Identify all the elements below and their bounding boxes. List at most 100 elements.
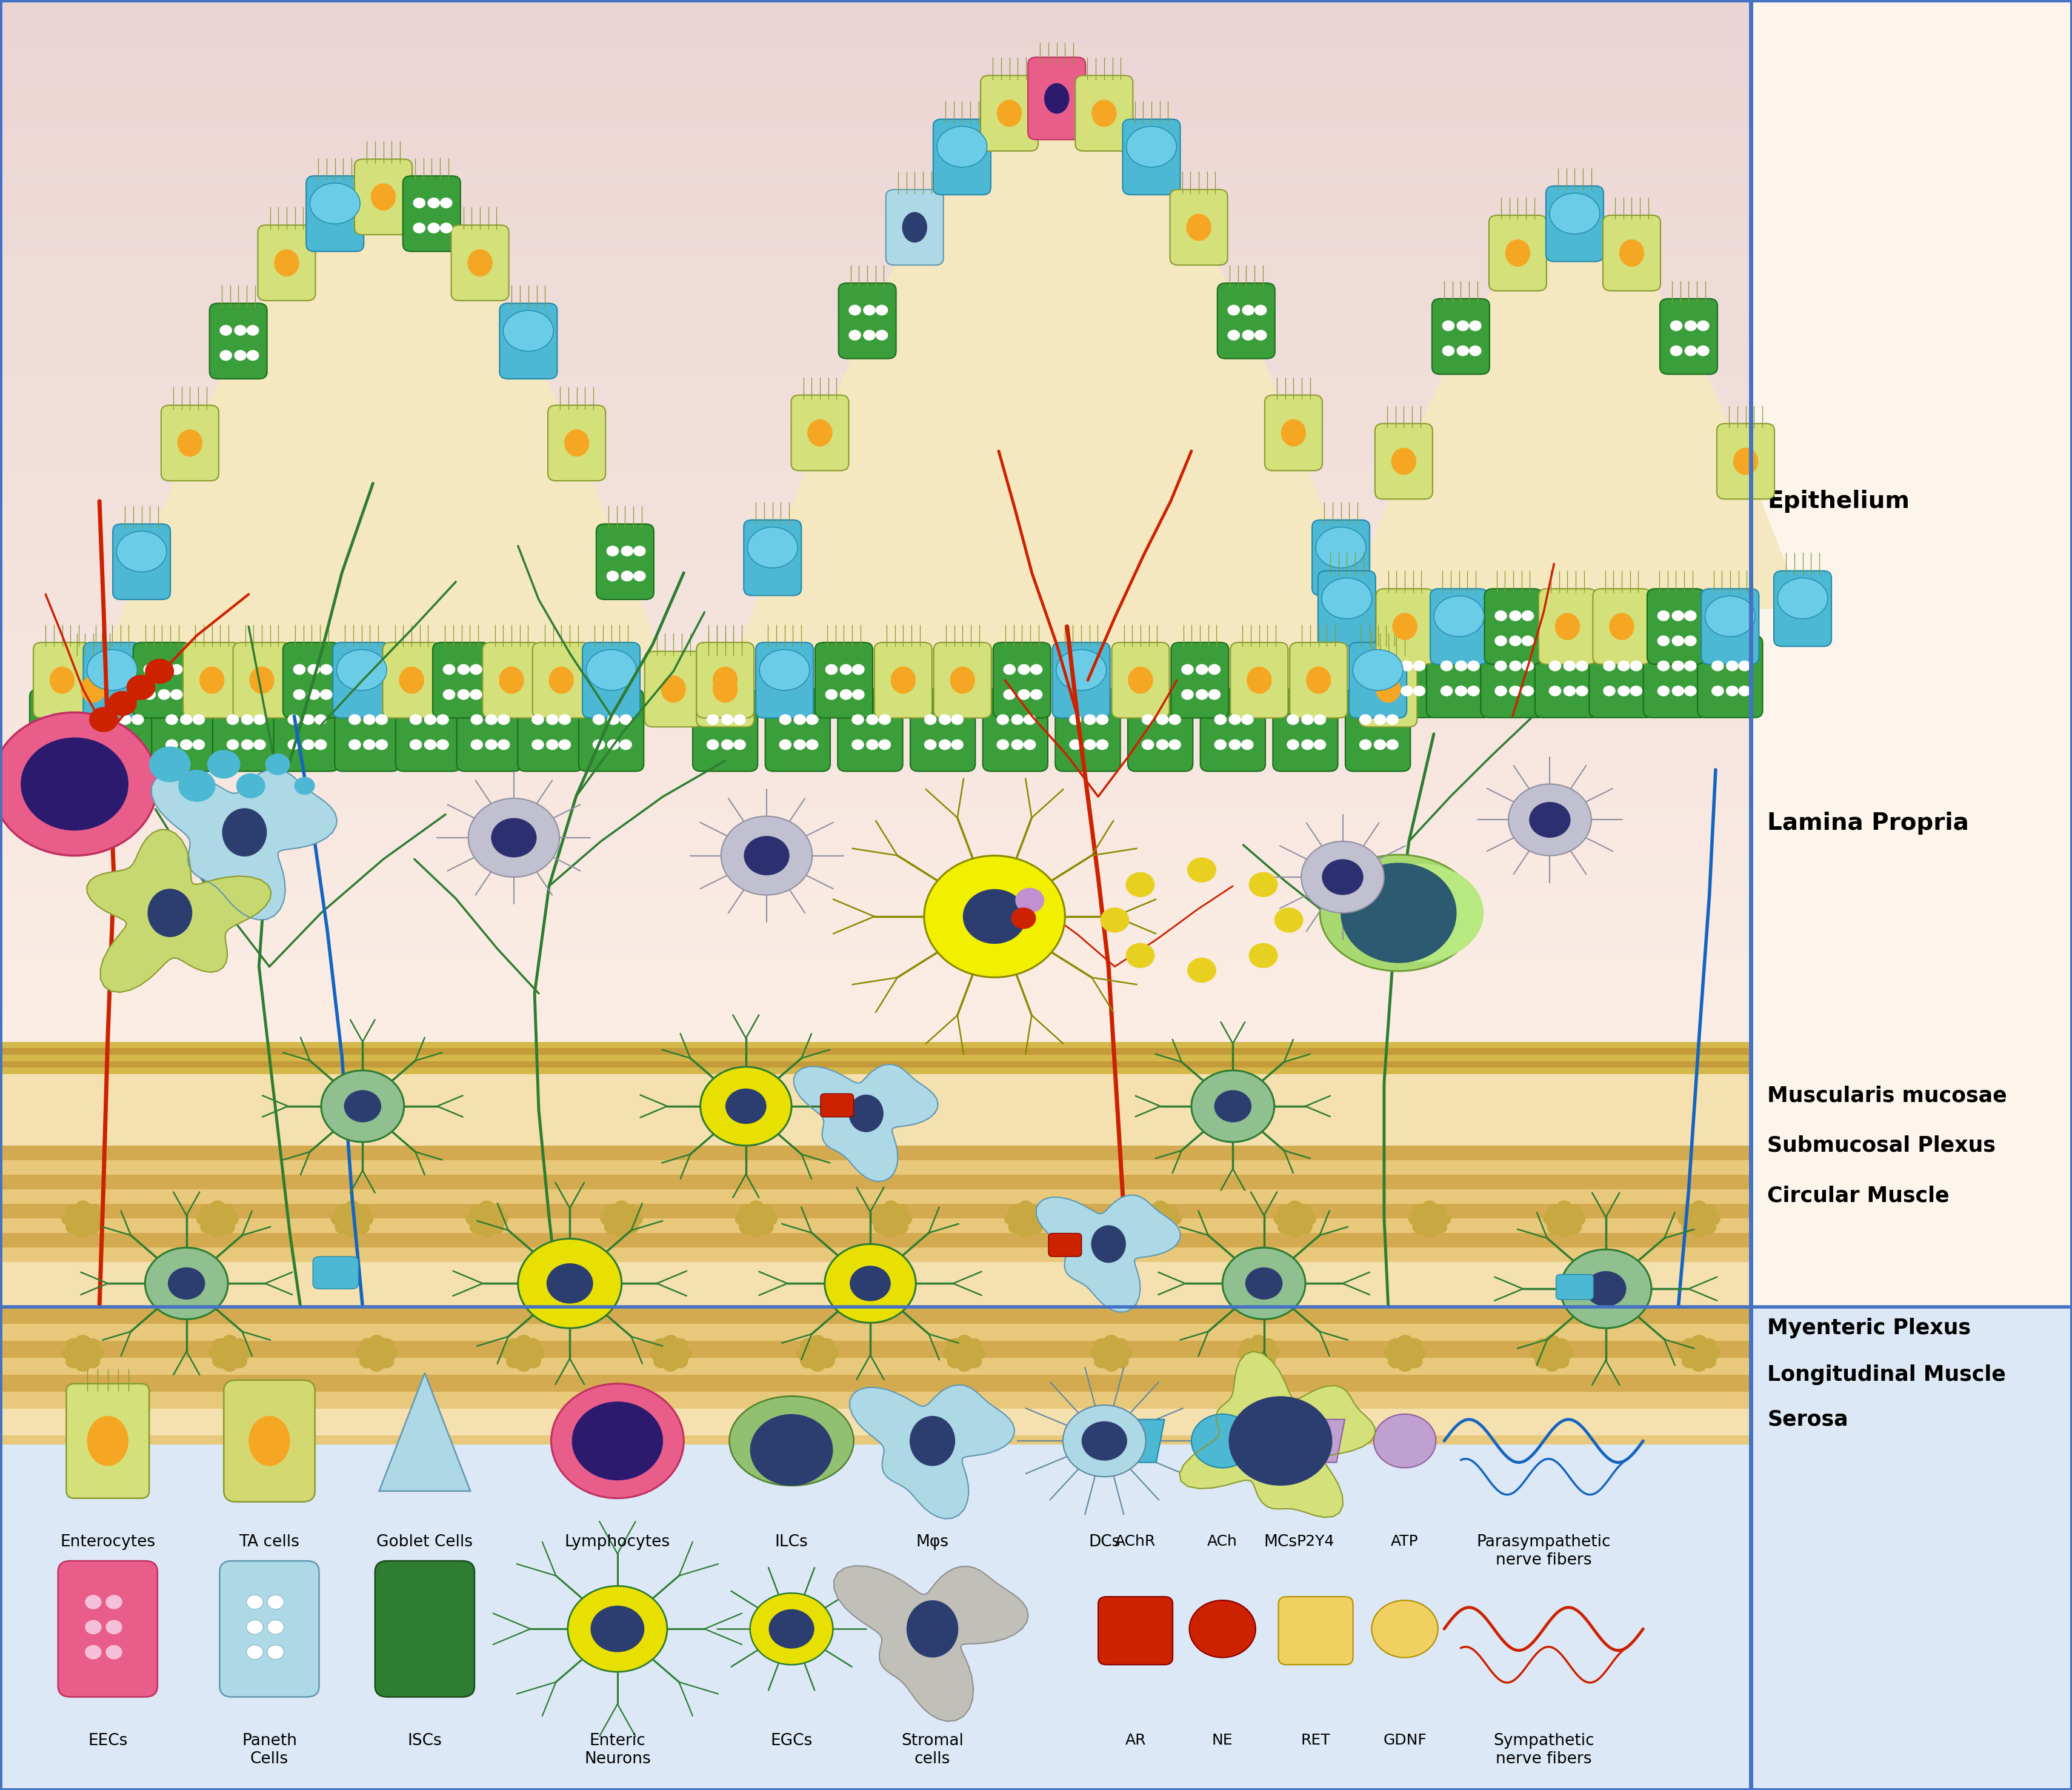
Circle shape: [1017, 1201, 1034, 1214]
Circle shape: [157, 664, 170, 675]
Text: Circular Muscle: Circular Muscle: [1767, 1185, 1950, 1206]
Circle shape: [1711, 686, 1724, 696]
Circle shape: [547, 1264, 593, 1303]
Circle shape: [224, 1212, 238, 1226]
Ellipse shape: [1390, 448, 1417, 474]
Ellipse shape: [503, 310, 553, 351]
Ellipse shape: [468, 249, 493, 276]
Circle shape: [363, 714, 375, 725]
Circle shape: [591, 1606, 644, 1652]
Bar: [0, 1436, 1751, 1445]
Circle shape: [528, 1346, 545, 1360]
Bar: [0, 947, 1751, 954]
Bar: [0, 718, 1751, 725]
Circle shape: [1658, 661, 1670, 671]
Bar: [0, 1248, 1751, 1262]
Circle shape: [1440, 686, 1452, 696]
Bar: [0, 836, 1751, 843]
Bar: [0, 915, 1751, 922]
Circle shape: [1063, 1405, 1146, 1477]
Circle shape: [1508, 661, 1521, 671]
Bar: [0, 569, 1751, 575]
Circle shape: [1544, 1335, 1560, 1348]
Circle shape: [470, 739, 483, 750]
Circle shape: [1144, 1205, 1158, 1217]
FancyBboxPatch shape: [29, 689, 95, 771]
Circle shape: [516, 1359, 533, 1371]
Bar: [0, 163, 1751, 170]
Circle shape: [1187, 958, 1216, 983]
Text: ACh: ACh: [1208, 1534, 1237, 1548]
Bar: [0, 1072, 1751, 1078]
Ellipse shape: [50, 666, 75, 695]
Text: RET: RET: [1301, 1733, 1330, 1747]
Ellipse shape: [760, 650, 810, 691]
Circle shape: [75, 1224, 91, 1237]
Bar: [0, 229, 1751, 234]
Circle shape: [769, 1609, 814, 1649]
Circle shape: [75, 1359, 91, 1371]
Circle shape: [818, 1355, 835, 1368]
Circle shape: [470, 1221, 485, 1233]
Circle shape: [850, 304, 862, 315]
Bar: [0, 32, 1751, 39]
Circle shape: [346, 1214, 358, 1224]
Bar: [0, 1097, 1751, 1104]
Bar: [0, 816, 1751, 823]
Ellipse shape: [748, 526, 798, 567]
Circle shape: [1604, 686, 1616, 696]
Circle shape: [943, 1346, 959, 1360]
FancyBboxPatch shape: [1490, 215, 1546, 290]
Bar: [0, 1208, 1751, 1215]
Text: Parasympathetic
nerve fibers: Parasympathetic nerve fibers: [1477, 1534, 1610, 1568]
Circle shape: [758, 1205, 773, 1217]
Circle shape: [839, 664, 852, 675]
Circle shape: [66, 1221, 81, 1233]
Bar: [0, 84, 1751, 91]
Bar: [0, 222, 1751, 229]
Bar: [0, 1169, 1751, 1176]
Bar: [0, 725, 1751, 732]
Ellipse shape: [1554, 612, 1581, 641]
Bar: [0, 927, 1751, 934]
Bar: [0, 1049, 1751, 1054]
Circle shape: [358, 1355, 375, 1368]
Bar: [0, 1033, 1751, 1038]
Circle shape: [957, 1335, 972, 1348]
Circle shape: [1359, 714, 1372, 725]
Circle shape: [1407, 1355, 1423, 1368]
Circle shape: [622, 571, 634, 582]
Bar: [0, 1307, 2072, 1790]
Polygon shape: [87, 829, 271, 992]
Circle shape: [1384, 1346, 1399, 1360]
Bar: [0, 340, 1751, 345]
Circle shape: [1558, 1346, 1573, 1360]
Circle shape: [1631, 686, 1643, 696]
Bar: [0, 942, 1751, 947]
Circle shape: [479, 1224, 495, 1237]
Bar: [0, 1294, 1751, 1300]
Bar: [0, 961, 1751, 967]
Circle shape: [220, 351, 232, 362]
FancyBboxPatch shape: [58, 1561, 157, 1697]
FancyBboxPatch shape: [483, 643, 541, 718]
Circle shape: [1556, 1224, 1573, 1237]
Bar: [0, 444, 1751, 451]
FancyBboxPatch shape: [396, 689, 460, 771]
Bar: [0, 183, 1751, 190]
Bar: [0, 705, 1751, 712]
Circle shape: [1554, 1355, 1569, 1368]
Text: DCs: DCs: [1088, 1534, 1121, 1550]
Circle shape: [852, 739, 864, 750]
Circle shape: [1274, 1212, 1289, 1226]
Circle shape: [1140, 1212, 1154, 1226]
Text: Lymphocytes: Lymphocytes: [566, 1534, 669, 1550]
Circle shape: [1191, 1070, 1274, 1142]
Bar: [0, 490, 1751, 496]
FancyBboxPatch shape: [696, 652, 754, 727]
Circle shape: [1738, 686, 1751, 696]
Circle shape: [1241, 1339, 1256, 1351]
Circle shape: [44, 714, 56, 725]
Ellipse shape: [997, 100, 1021, 127]
Circle shape: [1413, 686, 1426, 696]
